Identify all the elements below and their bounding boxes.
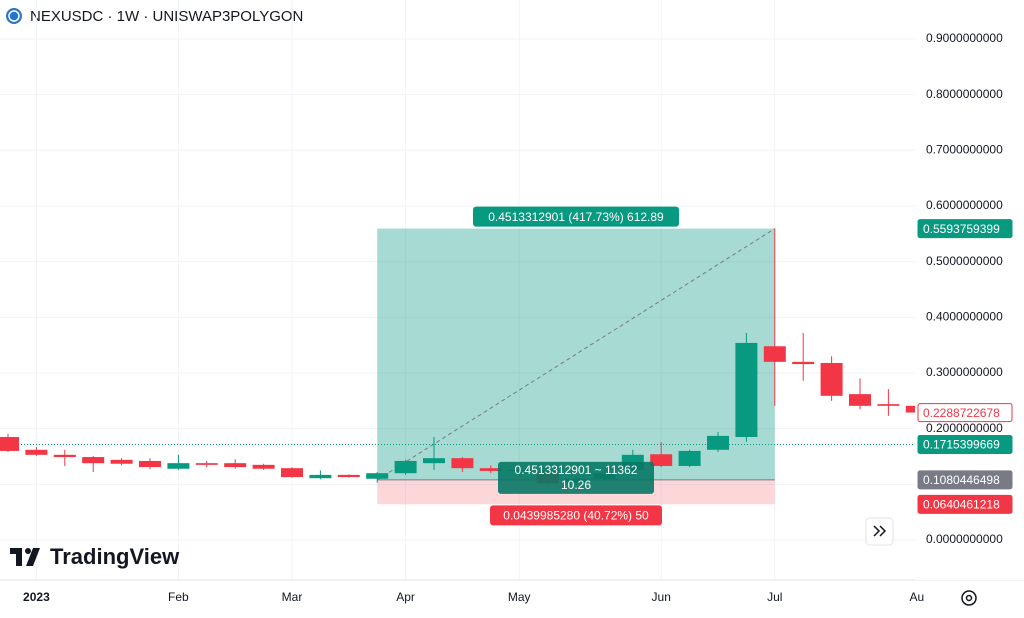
candle-body <box>139 460 161 468</box>
y-tick-label: 0.2000000000 <box>926 421 1003 435</box>
candle-body <box>707 435 729 450</box>
y-tick-label: 0.4000000000 <box>926 309 1003 323</box>
candle-body <box>877 404 900 406</box>
candle-body <box>110 459 133 464</box>
price-label-bg <box>917 403 1013 423</box>
trend-line <box>376 228 776 481</box>
symbol-icon <box>6 8 22 24</box>
candle-body <box>167 463 190 469</box>
position-label-bg <box>490 505 662 526</box>
candle-body <box>366 473 389 479</box>
candle-body <box>423 458 445 464</box>
candle-body <box>82 457 105 464</box>
candle-body <box>451 458 474 469</box>
position-label: 0.0439985280 (40.72%) 50 <box>503 509 649 523</box>
candle-body <box>820 362 843 396</box>
price-label-bg <box>917 470 1013 490</box>
scroll-button[interactable] <box>865 517 894 546</box>
candle-body <box>650 454 673 466</box>
price-label: 0.0640461218 <box>923 498 1000 512</box>
candle-body <box>309 474 332 479</box>
price-label: 0.1080446498 <box>923 473 1000 487</box>
price-label-bg <box>917 219 1013 239</box>
candle-body <box>195 463 218 465</box>
y-tick-label: 0.5000000000 <box>926 254 1003 268</box>
x-tick-label: 2023 <box>23 590 50 604</box>
price-label: 0.1715399669 <box>923 438 1000 452</box>
candle-body <box>479 468 502 471</box>
x-tick-label: Mar <box>282 590 303 604</box>
x-tick-label: Feb <box>168 590 189 604</box>
candle-body <box>0 437 19 451</box>
candle-body <box>281 468 303 478</box>
chart-title: NEXUSDC · 1W · UNISWAP3POLYGON <box>30 8 303 25</box>
candle-body <box>252 464 275 469</box>
logo <box>10 548 40 566</box>
y-tick-label: 0.9000000000 <box>926 31 1003 45</box>
candle-body <box>792 361 815 365</box>
y-tick-label: 0.7000000000 <box>926 142 1003 156</box>
x-tick-label: Au <box>909 590 924 604</box>
candle-body <box>337 474 360 478</box>
candle-body <box>735 342 758 438</box>
settings-button[interactable] <box>961 590 977 606</box>
candle-body <box>224 463 247 468</box>
candle-body <box>849 394 871 406</box>
x-tick-label: Jun <box>652 590 671 604</box>
y-tick-label: 0.8000000000 <box>926 87 1003 101</box>
y-tick-label: 0.0000000000 <box>926 532 1003 546</box>
x-tick-label: Jul <box>767 590 782 604</box>
y-tick-label: 0.3000000000 <box>926 365 1003 379</box>
position-label: 0.4513312901 (417.73%) 612.89 <box>488 210 664 224</box>
candle-body <box>25 449 48 455</box>
price-label-bg <box>917 494 1013 514</box>
candle-body <box>678 450 701 466</box>
position-label: 0.4513312901 ~ 11362 <box>515 463 638 477</box>
x-tick-label: Apr <box>396 590 415 604</box>
position-label-bg <box>473 206 679 227</box>
x-tick-label: May <box>508 590 531 604</box>
candle-body <box>394 460 417 474</box>
price-label: 0.5593759399 <box>923 222 1000 236</box>
position-label-bg <box>498 461 654 494</box>
position-label: 10.26 <box>561 478 591 492</box>
logo-text: TradingView <box>50 544 180 569</box>
candle-body <box>53 454 76 458</box>
candle-body <box>763 346 786 362</box>
price-label: 0.2288722678 <box>923 406 1000 420</box>
price-label-bg <box>917 435 1013 455</box>
y-tick-label: 0.6000000000 <box>926 198 1003 212</box>
